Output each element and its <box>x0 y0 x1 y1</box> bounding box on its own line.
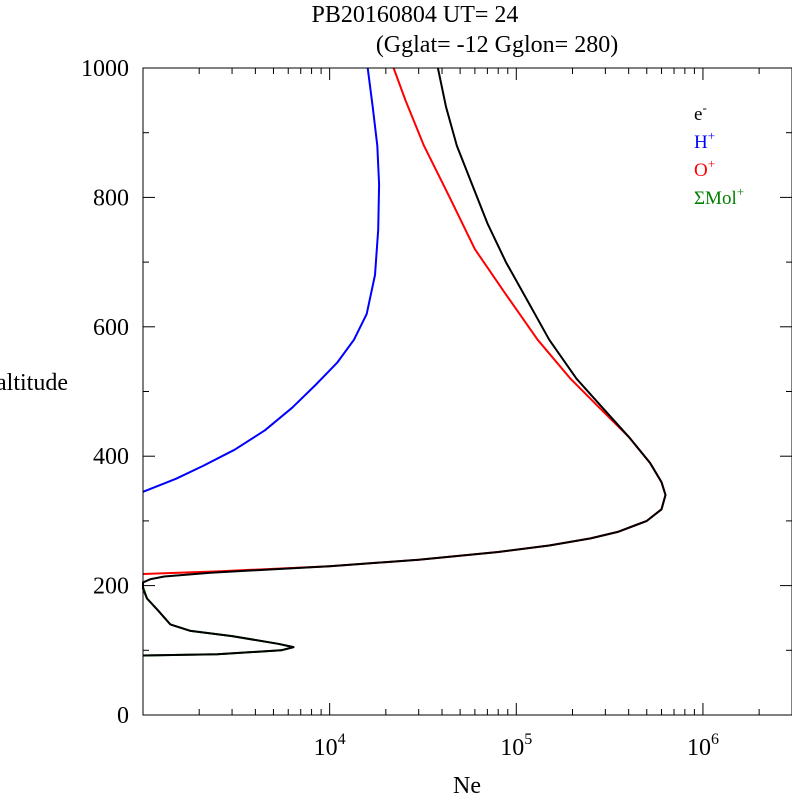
x-tick-label: 106 <box>687 731 719 761</box>
series-line <box>142 67 381 493</box>
y-tick-label: 800 <box>93 185 129 211</box>
y-tick-label: 200 <box>93 574 129 600</box>
x-axis-label: Ne <box>453 773 481 796</box>
series-line <box>142 586 295 657</box>
series-line <box>142 67 667 575</box>
y-axis-ticks: 0 200 400 600 800 1000 <box>81 56 792 729</box>
legend-item: O+ <box>694 156 715 181</box>
legend-item: e- <box>694 100 707 125</box>
chart-subtitle: (Gglat= -12 Gglon= 280) <box>376 32 618 58</box>
chart-title: PB20160804 UT= 24 <box>312 2 519 28</box>
y-tick-label: 600 <box>93 315 129 341</box>
x-tick-label: 104 <box>314 731 346 761</box>
plot-lines <box>142 67 667 657</box>
legend: e- H+ O+ ΣMol+ <box>694 100 744 209</box>
x-axis-ticks: 104 105 106 <box>142 68 792 761</box>
y-axis-label: altitude <box>0 370 68 396</box>
x-tick-label: 105 <box>500 731 532 761</box>
y-tick-label: 1000 <box>81 56 129 82</box>
series-line <box>142 67 667 657</box>
y-tick-label: 400 <box>93 444 129 470</box>
y-tick-label: 0 <box>117 703 129 729</box>
legend-item: ΣMol+ <box>694 184 744 209</box>
legend-item: H+ <box>694 128 715 153</box>
